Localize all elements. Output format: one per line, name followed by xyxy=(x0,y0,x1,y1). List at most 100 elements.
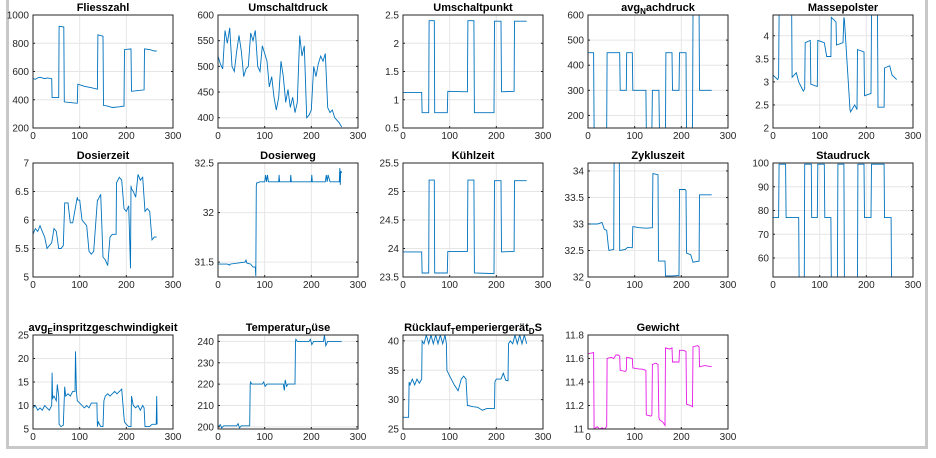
title-text: inspritzgeschwindigkeit xyxy=(53,322,178,334)
y-tick-label: 800 xyxy=(12,39,29,50)
axes-box xyxy=(587,162,729,278)
x-tick-label: 100 xyxy=(626,131,643,142)
chart-avg_nachdruck: 0 100 200 300 200 300 400 500 600 avgNachdruck xyxy=(567,2,736,142)
x-tick-label: 100 xyxy=(256,280,273,291)
chart-title: Gewicht xyxy=(637,322,680,334)
y-tick-label: 60 xyxy=(758,254,770,265)
x-tick-label: 200 xyxy=(303,280,320,291)
x-tick-label: 200 xyxy=(303,432,320,443)
y-tick-label: 7 xyxy=(23,159,29,170)
chart-title: Umschaltpunkt xyxy=(433,2,513,14)
y-tick-label: 6 xyxy=(23,216,29,227)
title-text: Rücklauf xyxy=(404,322,451,334)
title-text: emperiergerät xyxy=(455,322,529,334)
chart-title: avgNachdruck xyxy=(621,2,696,16)
axes-box xyxy=(772,14,914,129)
series-line-fliesszahl xyxy=(33,25,157,108)
x-tick-label: 0 xyxy=(215,432,221,443)
y-tick-label: 600 xyxy=(197,11,214,22)
title-text: üse xyxy=(311,322,330,334)
title-subscript: D xyxy=(529,327,535,336)
y-tick-label: 15 xyxy=(18,378,30,389)
title-subscript: E xyxy=(47,327,53,336)
y-tick-label: 11 xyxy=(574,425,585,436)
y-tick-label: 33.5 xyxy=(565,193,585,204)
y-tick-label: 35 xyxy=(388,366,400,377)
y-tick-label: 300 xyxy=(567,86,584,97)
x-tick-label: 100 xyxy=(441,280,458,291)
y-tick-label: 3.5 xyxy=(755,54,769,65)
y-tick-label: 25.5 xyxy=(380,159,400,170)
chart-title: RücklaufTemperiergerätDS xyxy=(404,322,542,336)
chart-title: Fliesszahl xyxy=(77,2,130,14)
x-tick-label: 300 xyxy=(905,280,922,291)
plot-area xyxy=(218,163,358,277)
y-tick-label: 20 xyxy=(18,354,30,365)
y-tick-label: 400 xyxy=(12,95,29,106)
chart-massepolster: 0 100 200 300 2 2.5 3 3.5 4 Massepolster xyxy=(755,2,922,142)
axes-box xyxy=(217,334,359,430)
plot-area xyxy=(218,335,358,429)
series-line-avg_einspritzgeschwindigkeit xyxy=(33,351,158,428)
figure-frame xyxy=(6,0,928,449)
y-tick-label: 2 xyxy=(393,39,399,50)
plot-area xyxy=(773,163,913,277)
x-tick-label: 0 xyxy=(215,280,221,291)
x-tick-label: 0 xyxy=(400,131,406,142)
x-tick-label: 200 xyxy=(118,131,135,142)
x-tick-label: 300 xyxy=(165,432,182,443)
y-tick-label: 32.5 xyxy=(195,159,215,170)
x-tick-label: 0 xyxy=(585,131,591,142)
y-tick-label: 220 xyxy=(197,380,214,391)
title-text: Dosierzeit xyxy=(77,150,130,162)
y-tick-label: 24.5 xyxy=(380,216,400,227)
x-tick-label: 300 xyxy=(350,280,367,291)
y-tick-label: 31.5 xyxy=(195,258,215,269)
title-text: Zykluszeit xyxy=(631,150,685,162)
series-line-kuehlzeit xyxy=(403,179,527,275)
y-tick-label: 2.5 xyxy=(755,100,769,111)
y-tick-label: 90 xyxy=(758,182,770,193)
y-tick-label: 25 xyxy=(18,331,30,342)
y-tick-label: 0.5 xyxy=(385,124,399,135)
y-tick-label: 450 xyxy=(197,88,214,99)
title-text: Staudruck xyxy=(816,150,871,162)
title-text: S xyxy=(535,322,542,334)
y-tick-label: 25 xyxy=(388,187,400,198)
y-tick-label: 11.8 xyxy=(565,331,584,342)
title-subscript: T xyxy=(451,327,456,336)
series-line-umschaltpunkt xyxy=(403,20,527,114)
y-tick-label: 500 xyxy=(567,36,584,47)
x-tick-label: 100 xyxy=(626,432,643,443)
title-text: Massepolster xyxy=(808,2,879,14)
chart-temperatur_duese: 0 100 200 300 200 210 220 230 240 TemperaturDüse xyxy=(197,322,366,443)
x-tick-label: 0 xyxy=(30,131,36,142)
x-tick-label: 100 xyxy=(441,432,458,443)
y-tick-label: 10 xyxy=(18,401,30,412)
series-line-dosierzeit xyxy=(33,174,157,269)
x-tick-label: 200 xyxy=(488,432,505,443)
series-line-staudruck xyxy=(773,163,897,277)
x-tick-label: 200 xyxy=(858,280,875,291)
x-tick-label: 0 xyxy=(400,432,406,443)
y-tick-label: 1000 xyxy=(7,11,30,22)
title-text: avg xyxy=(29,322,48,334)
y-tick-label: 11.4 xyxy=(565,378,584,389)
y-tick-label: 200 xyxy=(12,124,29,135)
title-text: Umschaltdruck xyxy=(248,2,328,14)
x-tick-label: 100 xyxy=(811,280,828,291)
series-line-dosierweg xyxy=(218,167,343,277)
title-text: Dosierweg xyxy=(260,150,316,162)
x-tick-label: 0 xyxy=(585,280,591,291)
y-tick-label: 23.5 xyxy=(380,273,400,284)
plot-area xyxy=(403,335,543,429)
title-text: Fliesszahl xyxy=(77,2,130,14)
x-tick-label: 0 xyxy=(770,131,776,142)
axes-box xyxy=(587,14,729,129)
x-tick-label: 200 xyxy=(488,280,505,291)
y-tick-label: 25 xyxy=(388,425,400,436)
y-tick-label: 200 xyxy=(197,422,214,433)
x-tick-label: 100 xyxy=(256,432,273,443)
x-tick-label: 300 xyxy=(535,432,552,443)
